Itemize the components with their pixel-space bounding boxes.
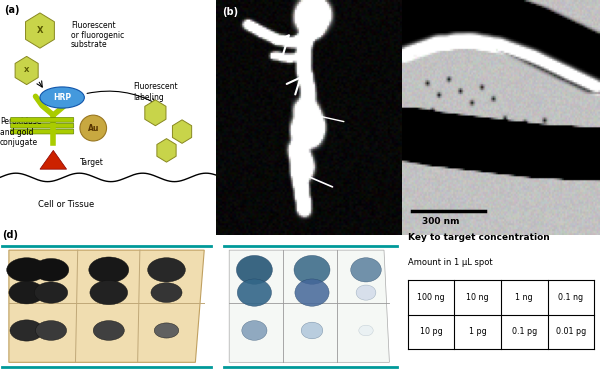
Ellipse shape [34, 282, 68, 303]
Polygon shape [229, 250, 389, 362]
Polygon shape [40, 150, 67, 169]
Ellipse shape [151, 283, 182, 302]
Ellipse shape [237, 279, 271, 306]
Text: X: X [37, 26, 43, 35]
Ellipse shape [80, 115, 107, 141]
Text: 0.1 ng: 0.1 ng [558, 293, 583, 302]
Text: or fluorogenic: or fluorogenic [71, 31, 124, 39]
Text: 0.01 pg: 0.01 pg [556, 327, 586, 336]
Polygon shape [26, 13, 55, 48]
Ellipse shape [350, 258, 382, 282]
Text: (c): (c) [408, 7, 422, 17]
Polygon shape [9, 250, 204, 362]
Ellipse shape [35, 321, 67, 340]
Text: HRP: HRP [53, 93, 71, 102]
Text: (d): (d) [2, 230, 18, 240]
Text: (a): (a) [4, 5, 20, 15]
Text: 10 ng: 10 ng [466, 293, 489, 302]
Text: Au: Au [88, 124, 99, 133]
Text: 1 ng: 1 ng [515, 293, 533, 302]
Ellipse shape [7, 258, 47, 282]
Text: Fluorescent
labeling: Fluorescent labeling [133, 82, 178, 102]
Ellipse shape [242, 321, 267, 340]
Text: 300 nm: 300 nm [422, 216, 460, 226]
FancyBboxPatch shape [11, 117, 74, 122]
Ellipse shape [295, 279, 329, 306]
Ellipse shape [10, 320, 43, 341]
Ellipse shape [93, 321, 124, 340]
Ellipse shape [359, 325, 373, 336]
Text: 1 pg: 1 pg [469, 327, 487, 336]
Text: Cell or Tissue: Cell or Tissue [38, 200, 95, 209]
Polygon shape [172, 120, 191, 143]
FancyBboxPatch shape [11, 124, 74, 128]
Text: Peroxidase
and gold
conjugate: Peroxidase and gold conjugate [0, 117, 41, 147]
Text: Key to target concentration: Key to target concentration [408, 233, 550, 243]
Text: (b): (b) [222, 7, 238, 17]
Ellipse shape [356, 285, 376, 300]
Ellipse shape [89, 257, 129, 283]
Text: Fluorescent: Fluorescent [71, 21, 116, 30]
Text: 100 ng: 100 ng [418, 293, 445, 302]
Ellipse shape [34, 258, 69, 281]
Ellipse shape [90, 280, 128, 305]
Ellipse shape [294, 255, 330, 284]
FancyBboxPatch shape [11, 129, 74, 134]
Ellipse shape [154, 323, 179, 338]
Polygon shape [145, 100, 166, 126]
Text: Amount in 1 μL spot: Amount in 1 μL spot [408, 258, 493, 267]
Ellipse shape [148, 258, 185, 282]
Ellipse shape [9, 281, 44, 304]
Ellipse shape [301, 322, 323, 339]
Polygon shape [157, 139, 176, 162]
Ellipse shape [40, 87, 85, 108]
Text: Target: Target [80, 158, 104, 167]
Text: X: X [24, 67, 29, 74]
Text: substrate: substrate [71, 40, 107, 49]
Ellipse shape [236, 255, 272, 284]
Text: 10 pg: 10 pg [420, 327, 443, 336]
Polygon shape [15, 56, 38, 85]
Text: 0.1 pg: 0.1 pg [512, 327, 537, 336]
